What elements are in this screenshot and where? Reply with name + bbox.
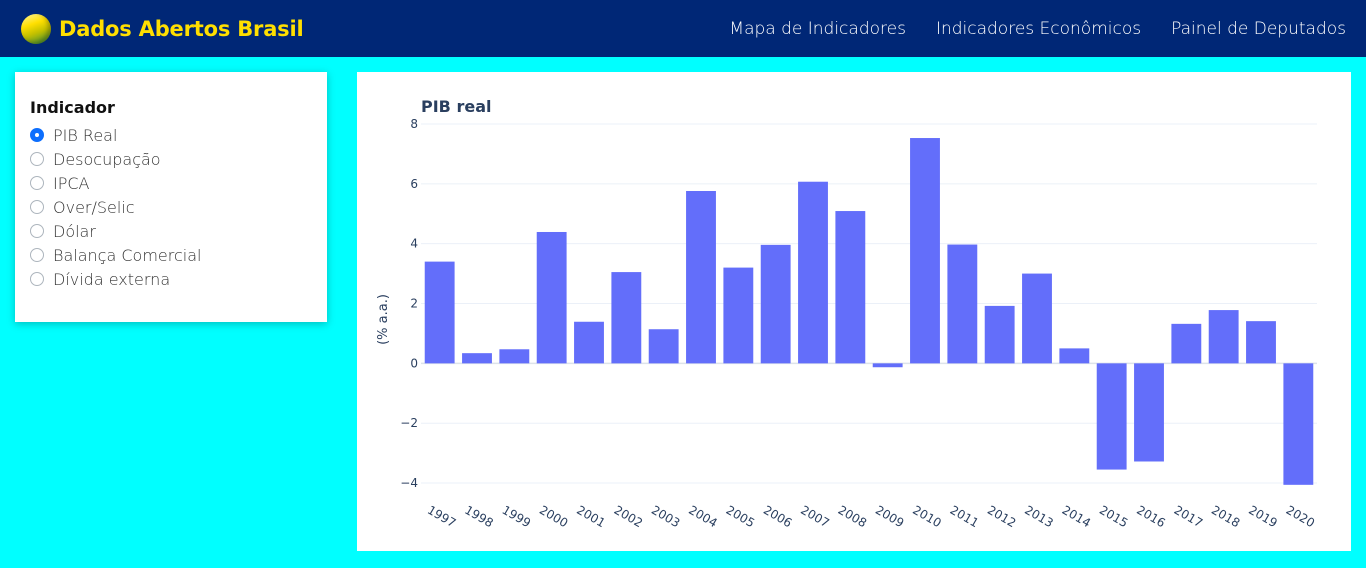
- bar: [1283, 363, 1314, 485]
- x-tick-label: 1997: [425, 503, 458, 530]
- nav-link-indicadores-economicos[interactable]: Indicadores Econômicos: [935, 18, 1142, 39]
- bar: [1246, 321, 1276, 364]
- y-axis-label: (% a.a.): [376, 294, 391, 345]
- indicator-title: Indicador: [30, 98, 115, 117]
- x-tick-label: 1998: [462, 503, 495, 530]
- x-tick-label: 2018: [1209, 503, 1242, 530]
- bar: [947, 244, 978, 364]
- x-tick-label: 2010: [910, 503, 943, 530]
- nav-links: Mapa de Indicadores Indicadores Econômic…: [699, 0, 1346, 57]
- x-tick-label: 2006: [761, 503, 794, 530]
- x-tick-label: 1999: [500, 503, 533, 530]
- brand-link[interactable]: Dados Abertos Brasil: [21, 13, 304, 44]
- x-tick-label: 2000: [537, 503, 570, 530]
- radio-button[interactable]: [30, 224, 44, 238]
- x-tick-label: 2019: [1246, 503, 1279, 530]
- x-tick-label: 2003: [649, 503, 682, 530]
- y-tick-label: 2: [410, 297, 418, 311]
- x-tick-label: 2017: [1172, 503, 1205, 530]
- x-tick-label: 2008: [836, 503, 869, 530]
- y-tick-label: 4: [410, 237, 418, 251]
- radio-button[interactable]: [30, 200, 44, 214]
- bar: [1022, 273, 1052, 364]
- y-tick-label: −2: [400, 416, 418, 430]
- bar: [760, 244, 791, 364]
- chart-title: PIB real: [421, 97, 491, 116]
- radio-label: Balança Comercial: [53, 245, 202, 265]
- bar: [1134, 363, 1164, 462]
- x-tick-label: 2001: [574, 503, 607, 530]
- bar: [1171, 323, 1202, 364]
- x-tick-label: 2015: [1097, 503, 1130, 530]
- radio-button[interactable]: [30, 152, 44, 166]
- x-tick-label: 2013: [1022, 503, 1055, 530]
- bar: [798, 181, 828, 364]
- radio-label: Dívida externa: [53, 269, 171, 289]
- y-tick-label: 8: [410, 117, 418, 131]
- navbar: Dados Abertos Brasil Mapa de Indicadores…: [0, 0, 1366, 57]
- x-tick-label: 2014: [1060, 503, 1093, 530]
- bar: [723, 267, 754, 364]
- x-tick-label: 2020: [1284, 503, 1317, 530]
- radio-option-over-selic[interactable]: Over/Selic: [30, 195, 201, 219]
- bar: [499, 349, 530, 364]
- bar: [686, 190, 716, 364]
- brazil-globe-logo-icon: [21, 13, 51, 44]
- bar: [611, 272, 642, 364]
- bar: [536, 231, 567, 364]
- bar: [648, 329, 679, 364]
- x-tick-label: 2009: [873, 503, 906, 530]
- radio-option-divida-externa[interactable]: Dívida externa: [30, 267, 201, 291]
- bar: [910, 138, 940, 364]
- radio-label: IPCA: [53, 173, 90, 193]
- bar: [574, 321, 604, 364]
- brand-name: Dados Abertos Brasil: [59, 16, 304, 41]
- radio-button[interactable]: [30, 248, 44, 262]
- indicator-selector-card: Indicador PIB Real Desocupação IPCA Over…: [15, 72, 327, 322]
- radio-label: Over/Selic: [53, 197, 135, 217]
- radio-option-dolar[interactable]: Dólar: [30, 219, 201, 243]
- radio-option-ipca[interactable]: IPCA: [30, 171, 201, 195]
- y-tick-label: 0: [410, 356, 418, 370]
- radio-option-pib-real[interactable]: PIB Real: [30, 123, 201, 147]
- radio-button[interactable]: [30, 176, 44, 190]
- radio-button[interactable]: [30, 128, 44, 142]
- x-tick-label: 2016: [1134, 503, 1167, 530]
- y-tick-label: 6: [410, 177, 418, 191]
- bar: [1059, 348, 1090, 364]
- x-tick-label: 2011: [948, 503, 981, 530]
- x-tick-label: 2012: [985, 503, 1018, 530]
- bar: [462, 353, 492, 364]
- pib-chart-card: PIB real 8 6 4 2 0 −2 −4 (% a.a.) 1997 1998 1999 200…: [357, 72, 1351, 551]
- nav-link-mapa-de-indicadores[interactable]: Mapa de Indicadores: [729, 18, 906, 39]
- x-tick-label: 2005: [724, 503, 757, 530]
- x-tick-label: 2002: [612, 503, 645, 530]
- bar: [424, 261, 455, 364]
- bar: [1096, 363, 1127, 470]
- nav-link-painel-de-deputados[interactable]: Painel de Deputados: [1171, 18, 1346, 39]
- bar: [872, 363, 903, 368]
- radio-label: PIB Real: [53, 125, 118, 145]
- indicator-radio-group: PIB Real Desocupação IPCA Over/Selic Dól…: [30, 123, 201, 291]
- bar: [835, 211, 866, 364]
- radio-option-balanca-comercial[interactable]: Balança Comercial: [30, 243, 201, 267]
- x-tick-label: 2007: [798, 503, 831, 530]
- radio-button[interactable]: [30, 272, 44, 286]
- bar: [984, 305, 1015, 364]
- radio-label: Desocupação: [53, 149, 161, 169]
- x-tick-label: 2004: [686, 503, 719, 530]
- radio-option-desocupacao[interactable]: Desocupação: [30, 147, 201, 171]
- radio-label: Dólar: [53, 221, 96, 241]
- bar: [1208, 310, 1239, 364]
- y-tick-label: −4: [400, 476, 418, 490]
